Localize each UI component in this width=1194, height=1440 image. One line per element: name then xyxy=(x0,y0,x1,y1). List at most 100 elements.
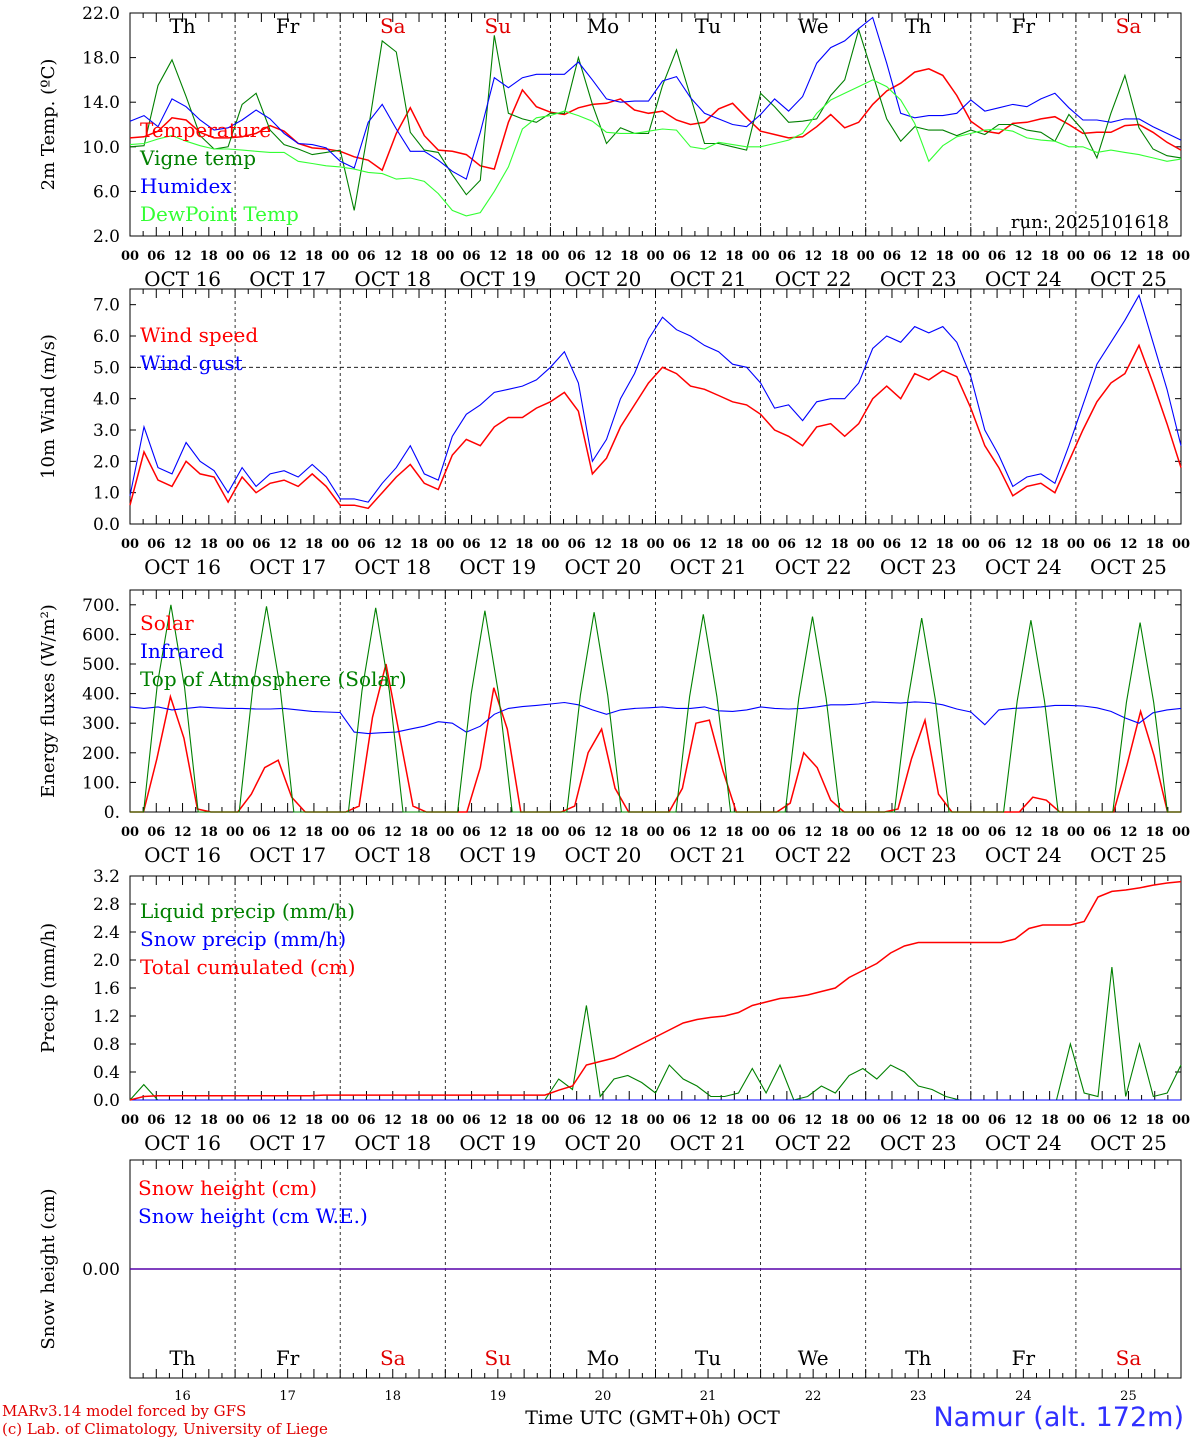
weekday-label: Tu xyxy=(695,14,721,38)
hour-tick-label: 00 xyxy=(331,1113,349,1128)
hour-tick-label: 12 xyxy=(804,249,822,264)
hour-tick-label: 18 xyxy=(200,1113,218,1128)
hour-tick-label: 06 xyxy=(357,825,375,840)
weekday-label: Sa xyxy=(380,14,406,38)
legend-entry: DewPoint Temp xyxy=(140,202,299,226)
hour-tick-label: 18 xyxy=(725,537,743,552)
hour-tick-label: 18 xyxy=(830,825,848,840)
hour-tick-label: 12 xyxy=(1119,537,1137,552)
legend-entry: Humidex xyxy=(140,174,232,198)
date-label: OCT 25 xyxy=(1090,1131,1167,1155)
legend-entry: Vigne temp xyxy=(139,146,256,170)
weekday-label: Mo xyxy=(587,1346,620,1370)
day-number-label: 23 xyxy=(910,1389,927,1404)
date-label: OCT 21 xyxy=(670,1131,747,1155)
date-label: OCT 20 xyxy=(565,555,642,579)
hour-tick-label: 00 xyxy=(752,249,770,264)
hour-tick-label: 12 xyxy=(1119,1113,1137,1128)
date-label: OCT 24 xyxy=(985,1131,1062,1155)
hour-tick-label: 00 xyxy=(646,1113,664,1128)
hour-tick-label: 18 xyxy=(1041,825,1059,840)
y-tick-label: 2.0 xyxy=(93,951,120,971)
legend-entry: Snow precip (mm/h) xyxy=(140,927,346,951)
date-label: OCT 20 xyxy=(565,1131,642,1155)
hour-tick-label: 00 xyxy=(226,537,244,552)
hour-tick-label: 18 xyxy=(935,537,953,552)
date-label: OCT 19 xyxy=(459,555,536,579)
date-label: OCT 20 xyxy=(565,267,642,291)
day-number-label: 16 xyxy=(174,1389,191,1404)
hour-tick-label: 00 xyxy=(962,1113,980,1128)
hour-tick-label: 00 xyxy=(121,1113,139,1128)
date-label: OCT 21 xyxy=(670,843,747,867)
hour-tick-label: 12 xyxy=(594,825,612,840)
weekday-label: Th xyxy=(169,14,195,38)
hour-tick-label: 12 xyxy=(489,249,507,264)
hour-tick-label: 18 xyxy=(200,249,218,264)
y-tick-label: 500. xyxy=(82,655,120,675)
hour-tick-label: 06 xyxy=(778,249,796,264)
date-label: OCT 23 xyxy=(880,555,957,579)
hour-tick-label: 00 xyxy=(857,1113,875,1128)
series-line-dewpoint-temp xyxy=(129,79,1182,217)
hour-tick-label: 06 xyxy=(147,249,165,264)
hour-tick-label: 12 xyxy=(1014,249,1032,264)
hour-tick-label: 06 xyxy=(988,825,1006,840)
weekday-label: Fr xyxy=(276,14,300,38)
hour-tick-label: 12 xyxy=(384,249,402,264)
y-tick-label: 10.0 xyxy=(82,138,120,158)
date-label: OCT 22 xyxy=(775,267,852,291)
y-tick-label: 0.00 xyxy=(82,1260,120,1280)
date-label: OCT 18 xyxy=(354,555,431,579)
series-line-total-cumulated-cm- xyxy=(129,880,1182,1101)
y-tick-label: 14.0 xyxy=(82,93,120,113)
series-line-temperature xyxy=(129,68,1182,172)
y-tick-label: 2.4 xyxy=(93,923,120,943)
day-number-label: 25 xyxy=(1120,1389,1137,1404)
hour-tick-label: 00 xyxy=(436,537,454,552)
hour-tick-label: 06 xyxy=(568,249,586,264)
hour-tick-label: 06 xyxy=(147,825,165,840)
hour-tick-label: 12 xyxy=(1119,825,1137,840)
legend-entry: Solar xyxy=(140,611,194,635)
hour-tick-label: 06 xyxy=(778,1113,796,1128)
weekday-label: Sa xyxy=(1116,1346,1142,1370)
hour-tick-label: 00 xyxy=(226,249,244,264)
hour-tick-label: 18 xyxy=(935,249,953,264)
hour-tick-label: 18 xyxy=(515,1113,533,1128)
date-label: OCT 23 xyxy=(880,267,957,291)
hour-tick-label: 12 xyxy=(699,825,717,840)
date-label: OCT 17 xyxy=(249,1131,326,1155)
date-label: OCT 21 xyxy=(670,267,747,291)
hour-tick-label: 18 xyxy=(1041,1113,1059,1128)
hour-tick-label: 00 xyxy=(752,537,770,552)
weekday-label: Fr xyxy=(1012,14,1036,38)
y-tick-label: 22.0 xyxy=(82,4,120,24)
hour-tick-label: 12 xyxy=(174,537,192,552)
date-label: OCT 16 xyxy=(144,843,221,867)
hour-tick-label: 06 xyxy=(568,825,586,840)
hour-tick-label: 00 xyxy=(121,537,139,552)
hour-tick-label: 12 xyxy=(1014,825,1032,840)
hour-tick-label: 00 xyxy=(962,249,980,264)
legend-entry: Wind speed xyxy=(140,323,258,347)
hour-tick-label: 18 xyxy=(620,249,638,264)
series-line-top-of-atmosphere-solar- xyxy=(130,604,1181,813)
hour-tick-label: 06 xyxy=(883,1113,901,1128)
hour-tick-label: 00 xyxy=(331,825,349,840)
hour-tick-label: 06 xyxy=(463,825,481,840)
hour-tick-label: 06 xyxy=(883,249,901,264)
hour-tick-label: 18 xyxy=(830,1113,848,1128)
hour-tick-label: 00 xyxy=(1067,249,1085,264)
hour-tick-label: 12 xyxy=(594,249,612,264)
hour-tick-label: 06 xyxy=(147,537,165,552)
hour-tick-label: 18 xyxy=(830,537,848,552)
hour-tick-label: 00 xyxy=(962,537,980,552)
date-label: OCT 24 xyxy=(985,267,1062,291)
hour-tick-label: 06 xyxy=(463,1113,481,1128)
y-tick-label: 1.2 xyxy=(93,1007,120,1027)
hour-tick-label: 06 xyxy=(357,249,375,264)
hour-tick-label: 00 xyxy=(541,537,559,552)
date-label: OCT 23 xyxy=(880,843,957,867)
series-line-humidex xyxy=(129,16,1182,180)
